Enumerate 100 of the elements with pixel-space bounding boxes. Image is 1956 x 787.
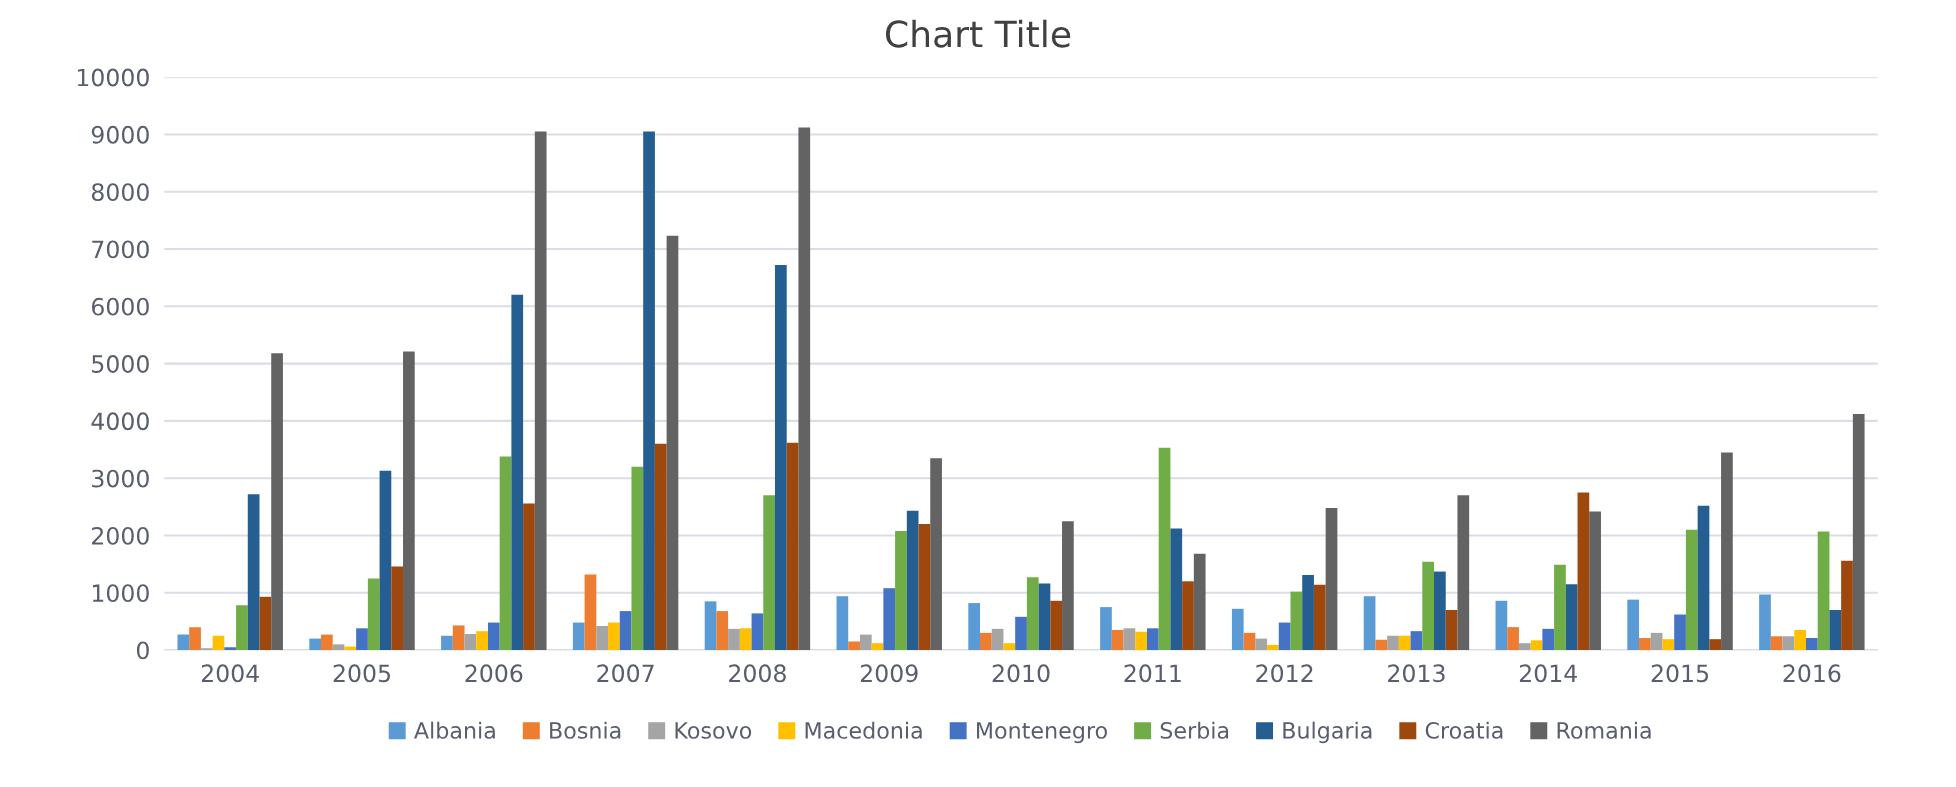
- bar: [1457, 495, 1470, 651]
- bar: [666, 235, 679, 651]
- bar: [1542, 628, 1555, 651]
- bar: [1243, 632, 1256, 651]
- x-tick-label: 2011: [1124, 664, 1181, 683]
- bar: [1135, 631, 1147, 651]
- bar: [1794, 630, 1806, 651]
- bar: [1662, 639, 1675, 651]
- bar: [1100, 607, 1112, 651]
- bar: [1015, 616, 1027, 651]
- bar: [1445, 609, 1458, 651]
- bar: [1146, 628, 1159, 651]
- x-tick-label: 2015: [1651, 664, 1709, 683]
- bar: [224, 647, 237, 651]
- bar: [1363, 596, 1376, 651]
- bar: [775, 265, 787, 651]
- bar: [1697, 505, 1710, 651]
- bar: [848, 641, 860, 651]
- y-tick-label: 7000: [92, 240, 149, 259]
- bar: [309, 638, 321, 651]
- bar: [596, 626, 609, 651]
- bar: [1518, 643, 1531, 651]
- y-tick-label: 5000: [92, 355, 149, 373]
- bar: [391, 566, 404, 651]
- bar: [1685, 529, 1698, 651]
- bar: [786, 442, 799, 651]
- y-tick-label: 6000: [91, 297, 149, 316]
- bar: [1111, 630, 1124, 651]
- bar: [968, 603, 981, 651]
- bar: [321, 634, 333, 651]
- bar: [1158, 447, 1171, 651]
- legend-label: Croatia: [1425, 721, 1503, 739]
- bar: [751, 613, 764, 651]
- bar: [631, 466, 644, 651]
- bar: [1759, 594, 1771, 651]
- bar: [1770, 636, 1783, 651]
- bar: [379, 470, 392, 651]
- x-tick-label: 2010: [992, 664, 1050, 683]
- bar: [1709, 639, 1722, 651]
- bar: [1565, 584, 1578, 651]
- bar: [247, 494, 260, 651]
- bar: [1375, 639, 1388, 651]
- bar: [476, 631, 488, 651]
- bar: [1026, 577, 1039, 651]
- bar: [739, 628, 752, 651]
- bar: [1829, 609, 1842, 651]
- bar: [1387, 635, 1399, 651]
- bar: [452, 625, 465, 651]
- bar: [464, 634, 477, 651]
- bar: [1577, 492, 1590, 651]
- y-tick-label: 9000: [91, 125, 149, 144]
- bar: [441, 635, 453, 651]
- bar: [1852, 414, 1865, 651]
- bar: [1639, 638, 1651, 651]
- bar: [871, 643, 884, 651]
- x-tick-label: 2013: [1388, 664, 1445, 683]
- bar: [189, 627, 201, 651]
- bar: [1530, 640, 1543, 651]
- bar: [1398, 635, 1411, 651]
- bar: [895, 530, 907, 651]
- bar: [523, 503, 535, 651]
- chart-title: Chart Title: [885, 19, 1071, 48]
- bar: [499, 456, 512, 651]
- y-tick-label: 2000: [92, 526, 149, 545]
- bar: [511, 294, 524, 651]
- bar: [1267, 644, 1279, 651]
- y-tick-label: 10000: [77, 68, 149, 87]
- legend-label: Macedonia: [805, 721, 922, 739]
- bar: [728, 628, 740, 651]
- bar: [918, 524, 931, 651]
- bar: [1278, 622, 1291, 651]
- bar: [1182, 581, 1194, 651]
- bar: [1123, 628, 1136, 651]
- bar: [1038, 583, 1051, 651]
- y-tick-label: 0: [136, 641, 149, 660]
- bar: [212, 635, 225, 651]
- bar: [403, 351, 415, 651]
- bar: [1062, 521, 1074, 651]
- bar: [1817, 531, 1830, 651]
- bar: [608, 622, 620, 651]
- x-tick-label: 2007: [597, 664, 654, 683]
- bar: [1313, 584, 1326, 651]
- bar: [344, 646, 357, 651]
- bar: [836, 596, 849, 651]
- bar: [572, 622, 585, 651]
- bar: [332, 644, 345, 651]
- bar: [1050, 600, 1063, 651]
- bar: [930, 458, 942, 651]
- bar: [643, 131, 655, 651]
- legend-label: Albania: [414, 721, 495, 739]
- bar: [356, 628, 368, 651]
- bar: [1255, 638, 1268, 651]
- bar: [584, 574, 597, 651]
- bar: [1721, 452, 1733, 651]
- x-tick-label: 2014: [1519, 664, 1577, 683]
- y-tick-label: 8000: [91, 183, 149, 202]
- legend-label: Montenegro: [977, 722, 1107, 744]
- bar: [1410, 631, 1423, 651]
- bar: [1325, 507, 1338, 651]
- bar: [487, 622, 500, 651]
